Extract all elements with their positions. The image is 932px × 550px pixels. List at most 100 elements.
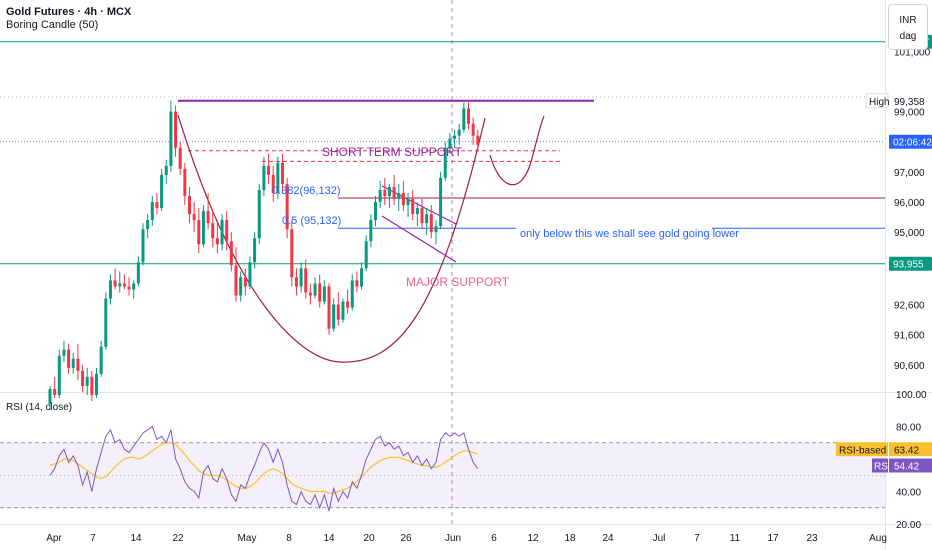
candle-body (76, 358, 80, 371)
price-tick-label: 92,600 (894, 301, 925, 312)
candle-body (276, 162, 280, 193)
candle-body (234, 265, 238, 296)
candle-body (420, 208, 424, 224)
rsi-tick-label: 20.00 (896, 520, 921, 531)
candle-body (257, 189, 261, 239)
candle-body (364, 241, 368, 269)
candle-body (425, 214, 429, 224)
candle-body (453, 135, 457, 139)
candle-body (271, 174, 275, 193)
candle-body (225, 220, 229, 242)
candle-body (341, 301, 345, 320)
currency-selector[interactable]: INR dag (888, 4, 928, 50)
candle-body (95, 373, 98, 396)
candle-body (383, 189, 387, 196)
candle-body (67, 349, 71, 368)
indicator-label[interactable]: Boring Candle (50) (6, 19, 99, 31)
candle-body (304, 268, 308, 293)
candle-body (229, 241, 233, 266)
annotation-fib-05: 0.5 (95,132) (282, 215, 341, 227)
rsi-line (49, 425, 479, 512)
candle-body (434, 226, 438, 233)
candle-body (71, 358, 75, 368)
candle-body (327, 286, 331, 329)
candle-body (322, 286, 326, 302)
candle-body (336, 304, 340, 320)
candle-body (443, 147, 447, 178)
annotation-major-support: MAJOR SUPPORT (406, 275, 510, 289)
rsi-name: RSI (874, 462, 891, 473)
price-tag-label: 02:06:42 (893, 138, 932, 149)
rsi-name-box (872, 458, 888, 473)
candle-body (99, 346, 103, 374)
high-value-label: 99,358 (894, 97, 925, 108)
price-tick-label: 101,000 (894, 47, 931, 58)
time-tick-label: 12 (527, 533, 539, 544)
rsi-tick-label: 80.00 (896, 423, 921, 434)
price-tag-blue (889, 134, 932, 149)
time-tick-label: 22 (172, 533, 184, 544)
candle-body (406, 199, 410, 206)
candle-body (215, 238, 219, 245)
rsi-tick-label: 100.00 (896, 390, 927, 401)
candle-body (57, 355, 61, 396)
symbol-title[interactable]: Gold Futures · 4h · MCX (6, 6, 132, 18)
currency-label: INR (899, 15, 917, 26)
time-tick-label: Aug (869, 533, 887, 544)
candle-body (127, 286, 131, 290)
candle-body (122, 283, 126, 287)
rsi-tick-label: 40.00 (896, 488, 921, 499)
candle-body (169, 111, 173, 166)
candle-body (90, 376, 94, 396)
price-tick-label: 96,000 (894, 198, 925, 209)
candle-body (392, 186, 396, 200)
candle-body (397, 192, 401, 200)
time-tick-label: 11 (730, 533, 741, 544)
rsi-legend[interactable]: RSI (14, close) (6, 402, 73, 413)
candle-body (378, 189, 382, 203)
candle-body (104, 298, 108, 347)
time-tick-label: 14 (323, 533, 335, 544)
candle-body (174, 111, 178, 148)
price-tag-green (889, 256, 932, 271)
candle-body (146, 220, 150, 230)
candle-body (183, 168, 187, 196)
rsi-ma-line (49, 442, 478, 494)
candle-body (85, 376, 89, 386)
candle-body (355, 280, 359, 287)
time-tick-label: Jul (653, 533, 666, 544)
candle-body (294, 277, 298, 287)
candle-body (476, 135, 480, 145)
candle-body (313, 283, 317, 296)
price-tick-label: 99,000 (894, 108, 925, 119)
candle-body (360, 268, 364, 287)
candle-body (53, 388, 57, 396)
candle-body (48, 388, 52, 405)
candle-body (267, 165, 271, 175)
time-tick-label: 14 (130, 533, 142, 544)
time-tick-label: 20 (363, 533, 375, 544)
candle-body (220, 220, 224, 245)
rsi-ma-name: RSI-based MA (839, 445, 904, 456)
candle-body (387, 186, 391, 196)
time-tick-label: 17 (767, 533, 779, 544)
candle-body (192, 214, 196, 221)
candle-body (253, 238, 257, 263)
price-tick-label: 90,600 (894, 361, 925, 372)
candle-body (150, 202, 154, 221)
candle-body (113, 280, 117, 287)
candle-body (201, 211, 205, 245)
candle-body (346, 301, 350, 308)
time-tick-label: 6 (491, 533, 497, 544)
candle-body (262, 165, 266, 190)
candle-body (369, 220, 373, 242)
candle-body (350, 280, 354, 308)
candle-body (448, 138, 452, 148)
candle-body (332, 304, 336, 329)
candle-body (197, 220, 201, 245)
price-tick-label: 91,600 (894, 331, 925, 342)
candle-body (141, 229, 145, 263)
candle-body (411, 199, 415, 215)
